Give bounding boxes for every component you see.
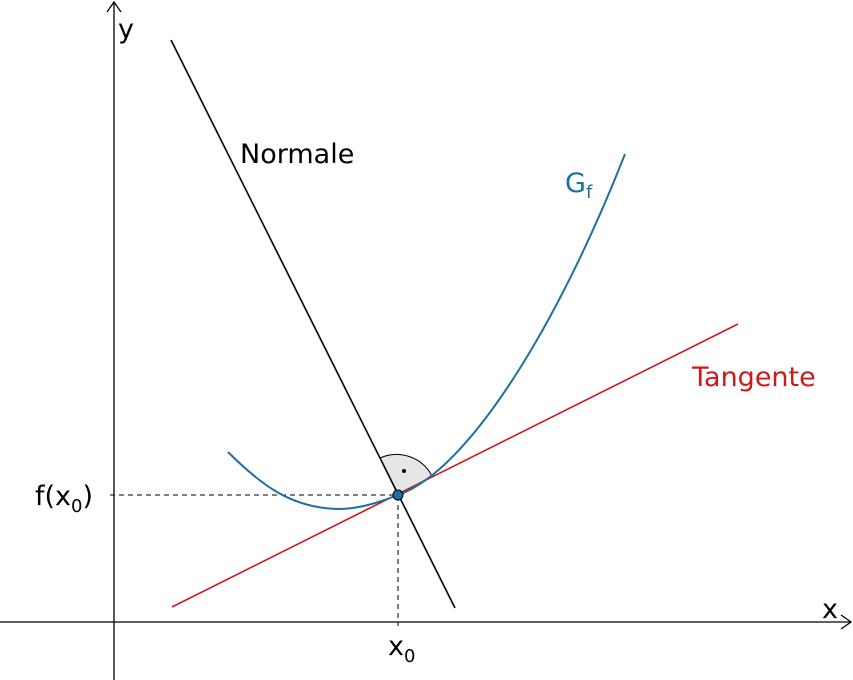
curve-gf [227, 153, 626, 511]
y-axis-label: y [118, 14, 134, 45]
helper-lines [110, 494, 399, 626]
tangent-line [171, 323, 739, 608]
normal-label: Normale [240, 139, 354, 170]
fx0-label: f(x0) [35, 481, 93, 517]
tangent-label: Tangente [691, 362, 816, 393]
y-axis-arrowhead [106, 0, 122, 13]
x0-label: x0 [388, 631, 415, 667]
normal-line [170, 39, 456, 609]
x-axis-arrowhead [840, 614, 853, 630]
x-axis-label: x [822, 594, 838, 625]
right-angle-dot [402, 469, 406, 473]
point-x0 [392, 489, 404, 501]
right-angle-marker [379, 453, 433, 496]
curve-label: Gf [565, 168, 593, 203]
